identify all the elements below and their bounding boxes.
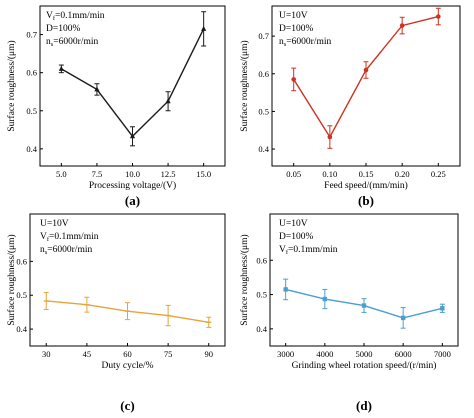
chart-panel-b: 0.05 0.10 0.15 0.20 0.25 0.4 0.5 0.6 0.7 Feed spe… xyxy=(239,5,461,208)
x-axis-label: Duty cycle/% xyxy=(102,361,154,371)
x-tick-label: 6000 xyxy=(395,349,412,359)
x-tick-label: 0.05 xyxy=(286,169,301,179)
y-axis-label: Surface roughness/(μm) xyxy=(6,234,17,325)
x-tick-label: 7000 xyxy=(434,349,451,359)
x-tick-label: 10.0 xyxy=(125,169,140,179)
data-point xyxy=(440,306,445,311)
condition-annotation: ns=6000r/min xyxy=(279,37,331,48)
y-tick-label: 0.4 xyxy=(26,144,37,154)
data-point xyxy=(283,287,288,292)
condition-annotation: U=10V xyxy=(40,219,69,229)
data-point xyxy=(201,25,207,31)
data-point xyxy=(363,67,369,73)
x-tick-label: 3000 xyxy=(277,349,294,359)
condition-annotation: Vf=0.1mm/min xyxy=(46,11,105,22)
y-tick-label: 0.6 xyxy=(26,68,37,78)
x-tick-label: 0.15 xyxy=(359,169,374,179)
y-tick-label: 0.6 xyxy=(16,256,27,266)
x-tick-label: 30 xyxy=(42,349,51,359)
y-tick-label: 0.4 xyxy=(256,324,267,334)
data-point xyxy=(361,303,367,308)
condition-annotation: ns=6000r/min xyxy=(46,37,98,48)
y-tick-label: 0.7 xyxy=(26,30,37,40)
condition-annotation: D=100% xyxy=(279,24,313,34)
condition-annotation: Vf=0.1mm/min xyxy=(279,245,338,256)
condition-annotation: U=10V xyxy=(279,219,308,229)
y-tick-label: 0.5 xyxy=(26,106,37,116)
x-tick-label: 4000 xyxy=(316,349,333,359)
y-axis-label: Surface roughness/(μm) xyxy=(6,40,17,131)
y-axis-label: Surface roughness/(μm) xyxy=(239,40,250,131)
data-point xyxy=(327,134,333,140)
data-point xyxy=(322,296,328,302)
condition-annotation: D=100% xyxy=(279,232,313,242)
y-tick-label: 0.6 xyxy=(256,255,267,265)
condition-annotation: U=10V xyxy=(279,11,308,21)
panel-label: (a) xyxy=(125,193,140,208)
data-point xyxy=(400,315,406,321)
x-tick-label: 0.20 xyxy=(395,169,410,179)
x-tick-label: 5.0 xyxy=(56,169,67,179)
x-tick-label: 60 xyxy=(123,349,132,359)
data-point xyxy=(94,86,100,92)
y-tick-label: 0.4 xyxy=(258,144,269,154)
x-tick-label: 90 xyxy=(205,349,214,359)
y-tick-label: 0.5 xyxy=(16,290,27,300)
chart-panel-c: 30 45 60 75 90 0.4 0.5 0.6 Duty cycle/% Surface r… xyxy=(6,213,226,413)
x-axis-label: Feed speed/(mm/min) xyxy=(324,180,408,191)
x-tick-label: 5000 xyxy=(356,349,373,359)
x-tick-label: 15.0 xyxy=(196,169,211,179)
data-point xyxy=(58,65,64,71)
condition-annotation: ns=6000r/min xyxy=(40,245,92,256)
data-point xyxy=(399,23,405,28)
y-tick-label: 0.5 xyxy=(256,290,267,300)
y-tick-label: 0.5 xyxy=(258,106,269,116)
x-axis-label: Grinding wheel rotation speed/(r/min) xyxy=(292,360,437,371)
x-tick-label: 0.10 xyxy=(322,169,337,179)
x-axis-label: Processing voltage/(V) xyxy=(89,180,176,191)
x-tick-label: 7.5 xyxy=(92,169,103,179)
condition-annotation: Vf=0.1mm/min xyxy=(40,232,99,243)
x-tick-label: 12.5 xyxy=(161,169,176,179)
data-point xyxy=(436,14,441,19)
data-point xyxy=(291,77,296,82)
x-tick-label: 45 xyxy=(83,349,92,359)
data-point xyxy=(165,98,171,104)
data-point xyxy=(129,133,136,139)
chart-panel-a: 5.0 7.5 10.0 12.5 15.0 0.4 0.5 0.6 0.7 Processing… xyxy=(6,5,226,208)
y-tick-label: 0.6 xyxy=(258,69,269,79)
panel-label: (c) xyxy=(120,398,134,413)
y-axis-label: Surface roughness/(μm) xyxy=(239,234,250,325)
condition-annotation: D=100% xyxy=(46,24,80,34)
chart-panel-d: 3000 4000 5000 6000 7000 0.4 0.5 0.6 Grinding wh… xyxy=(239,213,459,413)
panel-label: (d) xyxy=(356,398,372,413)
x-tick-label: 75 xyxy=(164,349,173,359)
y-tick-label: 0.7 xyxy=(258,31,269,41)
y-tick-label: 0.4 xyxy=(16,324,27,334)
panel-label: (b) xyxy=(358,193,374,208)
x-tick-label: 0.25 xyxy=(431,169,446,179)
